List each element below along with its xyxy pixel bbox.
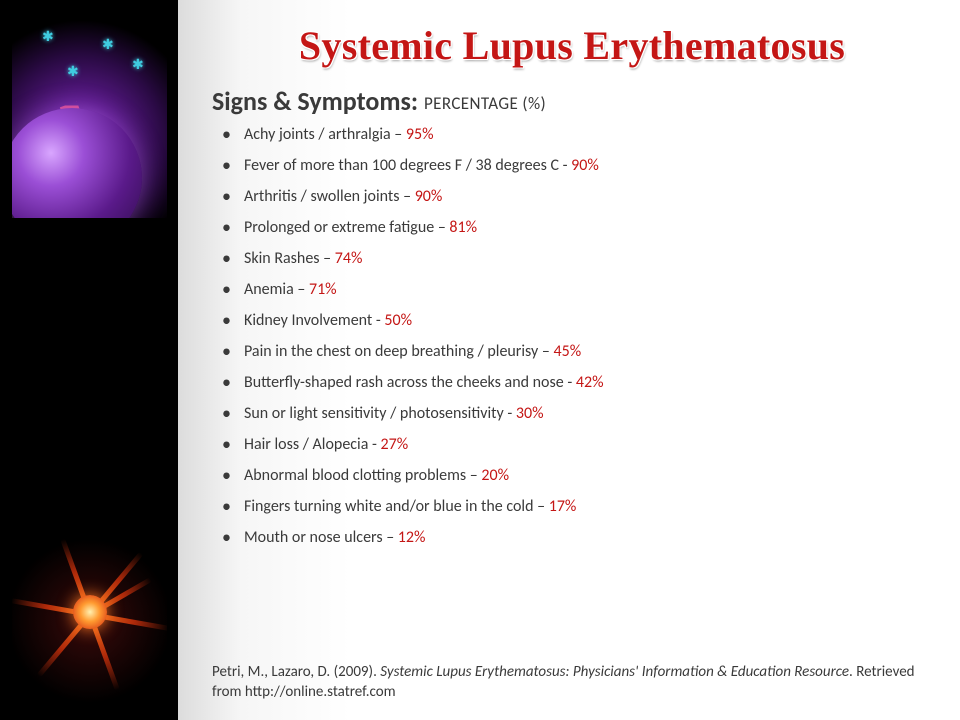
symptom-separator: –: [538, 342, 553, 361]
neuron-image: [12, 522, 167, 702]
symptom-separator: –: [320, 249, 335, 268]
symptom-item: Kidney Involvement - 50%: [222, 313, 932, 329]
symptom-label: Sun or light sensitivity / photosensitiv…: [244, 404, 504, 423]
symptom-label: Hair loss / Alopecia: [244, 435, 368, 454]
symptom-percentage: 81%: [449, 218, 477, 237]
citation-authors: Petri, M., Lazaro, D. (2009).: [212, 663, 380, 681]
subtitle-main: Signs & Symptoms:: [212, 85, 418, 117]
citation: Petri, M., Lazaro, D. (2009). Systemic L…: [212, 662, 932, 703]
sidebar-images: ✱ ✱ ✱ ✱: [0, 0, 178, 720]
symptom-label: Skin Rashes: [244, 249, 320, 268]
symptom-percentage: 71%: [309, 280, 337, 299]
symptom-item: Pain in the chest on deep breathing / pl…: [222, 344, 932, 360]
symptom-separator: –: [391, 125, 406, 144]
symptom-item: Arthritis / swollen joints – 90%: [222, 189, 932, 205]
symptom-label: Abnormal blood clotting problems: [244, 466, 466, 485]
slide-title: Systemic Lupus Erythematosus: [212, 22, 932, 69]
symptom-list: Achy joints / arthralgia – 95% Fever of m…: [212, 127, 932, 546]
symptom-item: Achy joints / arthralgia – 95%: [222, 127, 932, 143]
symptom-percentage: 42%: [576, 373, 604, 392]
subtitle-sub: PERCENTAGE (%): [424, 93, 546, 114]
symptom-item: Sun or light sensitivity / photosensitiv…: [222, 406, 932, 422]
symptom-separator: –: [466, 466, 481, 485]
symptom-percentage: 50%: [384, 311, 412, 330]
symptom-separator: –: [399, 187, 414, 206]
symptom-percentage: 45%: [553, 342, 581, 361]
symptom-separator: -: [368, 435, 380, 454]
symptom-label: Fingers turning white and/or blue in the…: [244, 497, 534, 516]
symptom-percentage: 17%: [549, 497, 577, 516]
symptom-separator: –: [294, 280, 309, 299]
symptom-separator: -: [504, 404, 516, 423]
symptom-separator: –: [534, 497, 549, 516]
symptom-item: Skin Rashes – 74%: [222, 251, 932, 267]
symptom-item: Butterfly-shaped rash across the cheeks …: [222, 375, 932, 391]
symptom-label: Prolonged or extreme fatigue: [244, 218, 434, 237]
symptom-item: Fingers turning white and/or blue in the…: [222, 499, 932, 515]
symptom-percentage: 12%: [398, 528, 426, 547]
symptom-item: Hair loss / Alopecia - 27%: [222, 437, 932, 453]
symptom-percentage: 90%: [571, 156, 599, 175]
symptom-label: Butterfly-shaped rash across the cheeks …: [244, 373, 564, 392]
content-area: Systemic Lupus Erythematosus Signs & Sym…: [178, 0, 960, 720]
symptom-percentage: 27%: [381, 435, 409, 454]
symptom-item: Abnormal blood clotting problems – 20%: [222, 468, 932, 484]
symptom-percentage: 74%: [335, 249, 363, 268]
symptom-label: Achy joints / arthralgia: [244, 125, 391, 144]
symptom-label: Pain in the chest on deep breathing / pl…: [244, 342, 538, 361]
symptom-item: Fever of more than 100 degrees F / 38 de…: [222, 158, 932, 174]
symptom-percentage: 90%: [415, 187, 443, 206]
symptom-separator: –: [383, 528, 398, 547]
symptom-label: Anemia: [244, 280, 294, 299]
symptom-separator: –: [434, 218, 449, 237]
slide: ✱ ✱ ✱ ✱ Systemic Lupus Erythematosus Sig…: [0, 0, 960, 720]
symptom-item: Anemia – 71%: [222, 282, 932, 298]
symptom-item: Prolonged or extreme fatigue – 81%: [222, 220, 932, 236]
symptom-percentage: 30%: [516, 404, 544, 423]
symptom-separator: -: [559, 156, 571, 175]
symptom-label: Mouth or nose ulcers: [244, 528, 383, 547]
symptom-percentage: 20%: [481, 466, 509, 485]
subtitle: Signs & Symptoms: PERCENTAGE (%): [212, 85, 932, 117]
symptom-separator: -: [564, 373, 576, 392]
symptom-label: Fever of more than 100 degrees F / 38 de…: [244, 156, 559, 175]
symptom-item: Mouth or nose ulcers – 12%: [222, 530, 932, 546]
symptom-label: Kidney Involvement: [244, 311, 372, 330]
symptom-label: Arthritis / swollen joints: [244, 187, 399, 206]
symptom-separator: -: [372, 311, 384, 330]
citation-title: Systemic Lupus Erythematosus: Physicians…: [380, 663, 849, 681]
symptom-percentage: 95%: [406, 125, 434, 144]
cell-antibody-image: ✱ ✱ ✱ ✱: [12, 18, 167, 218]
